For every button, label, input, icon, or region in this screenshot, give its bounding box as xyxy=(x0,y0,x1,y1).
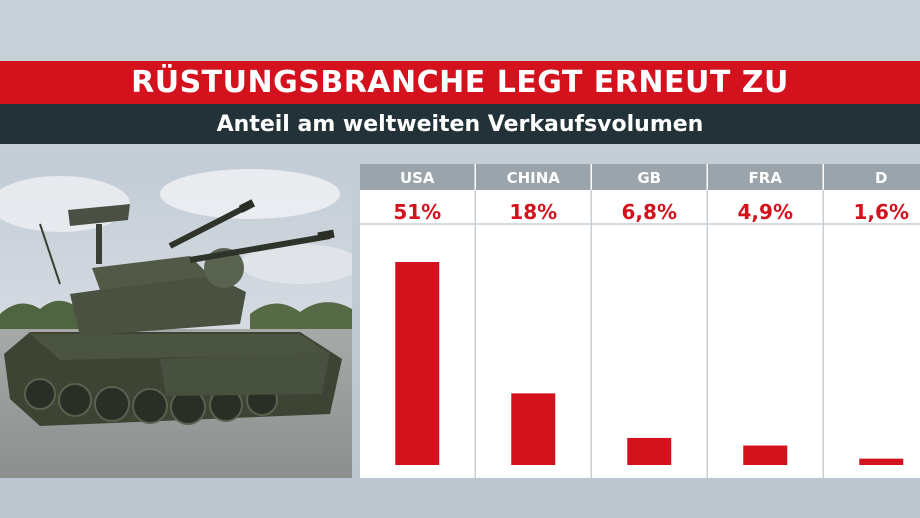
category-label-fra: FRA xyxy=(749,169,783,187)
bar-d xyxy=(859,459,903,465)
subheadline-bar: Anteil am weltweiten Verkaufsvolumen xyxy=(0,104,920,144)
bar-chart: USA 51% CHINA 18% GB 6,8% FRA 4,9% D 1,6% xyxy=(360,164,920,478)
value-label-gb: 6,8% xyxy=(622,200,677,224)
headline: RÜSTUNGSBRANCHE LEGT ERNEUT ZU xyxy=(131,65,789,100)
bar-chart-panel: USA 51% CHINA 18% GB 6,8% FRA 4,9% D 1,6% xyxy=(360,164,920,478)
value-label-usa: 51% xyxy=(393,200,441,224)
value-label-d: 1,6% xyxy=(854,200,909,224)
value-label-china: 18% xyxy=(509,200,557,224)
bar-usa xyxy=(395,262,439,465)
subheadline: Anteil am weltweiten Verkaufsvolumen xyxy=(217,112,704,137)
value-label-fra: 4,9% xyxy=(738,200,793,224)
category-label-usa: USA xyxy=(400,169,435,187)
bar-fra xyxy=(743,445,787,465)
tank-photo xyxy=(0,164,352,478)
headline-bar: RÜSTUNGSBRANCHE LEGT ERNEUT ZU xyxy=(0,61,920,104)
category-label-gb: GB xyxy=(637,169,661,187)
tank-illustration xyxy=(0,164,352,478)
bar-china xyxy=(511,393,555,465)
category-label-d: D xyxy=(875,169,887,187)
category-header-d xyxy=(824,164,920,190)
category-label-china: CHINA xyxy=(507,169,561,187)
bar-gb xyxy=(627,438,671,465)
